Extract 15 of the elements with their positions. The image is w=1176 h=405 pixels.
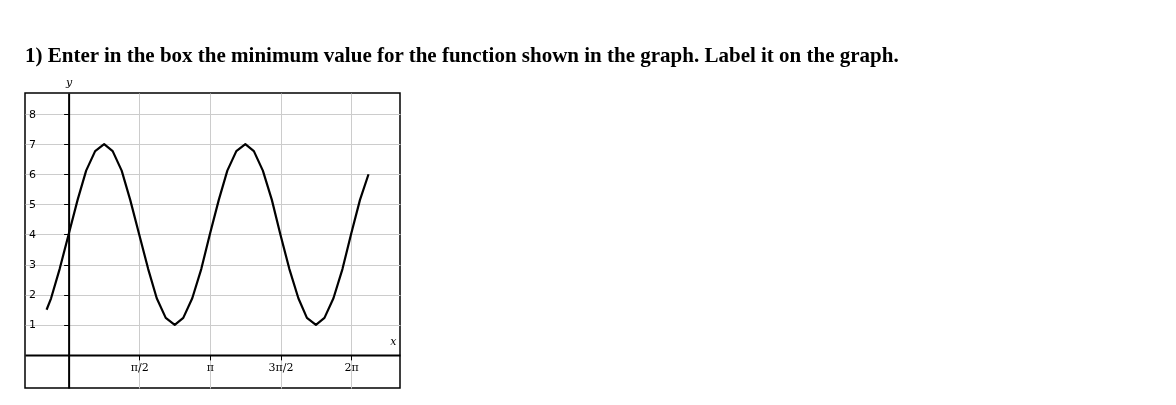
x-tick-label: π/2 — [130, 361, 149, 375]
y-tick-label: 5 — [29, 197, 37, 211]
x-axis-title: x — [390, 335, 398, 349]
y-tick-label: 3 — [29, 258, 37, 272]
y-tick-label: 2 — [29, 288, 37, 302]
y-tick-label: 6 — [29, 167, 37, 181]
y-tick-label: 4 — [29, 227, 37, 241]
y-axis-title: y — [65, 75, 74, 89]
y-tick-label: 8 — [29, 107, 37, 121]
x-tick-label: 3π/2 — [268, 361, 294, 375]
text: 1) Enter in the box the minimum value for the function shown in the graph. Label it on the graph. — [25, 43, 899, 67]
x-tick-label: 2π — [344, 361, 359, 375]
x-tick-label: π — [206, 361, 214, 375]
y-tick-label: 7 — [29, 137, 37, 151]
y-tick-label: 1 — [29, 318, 37, 332]
